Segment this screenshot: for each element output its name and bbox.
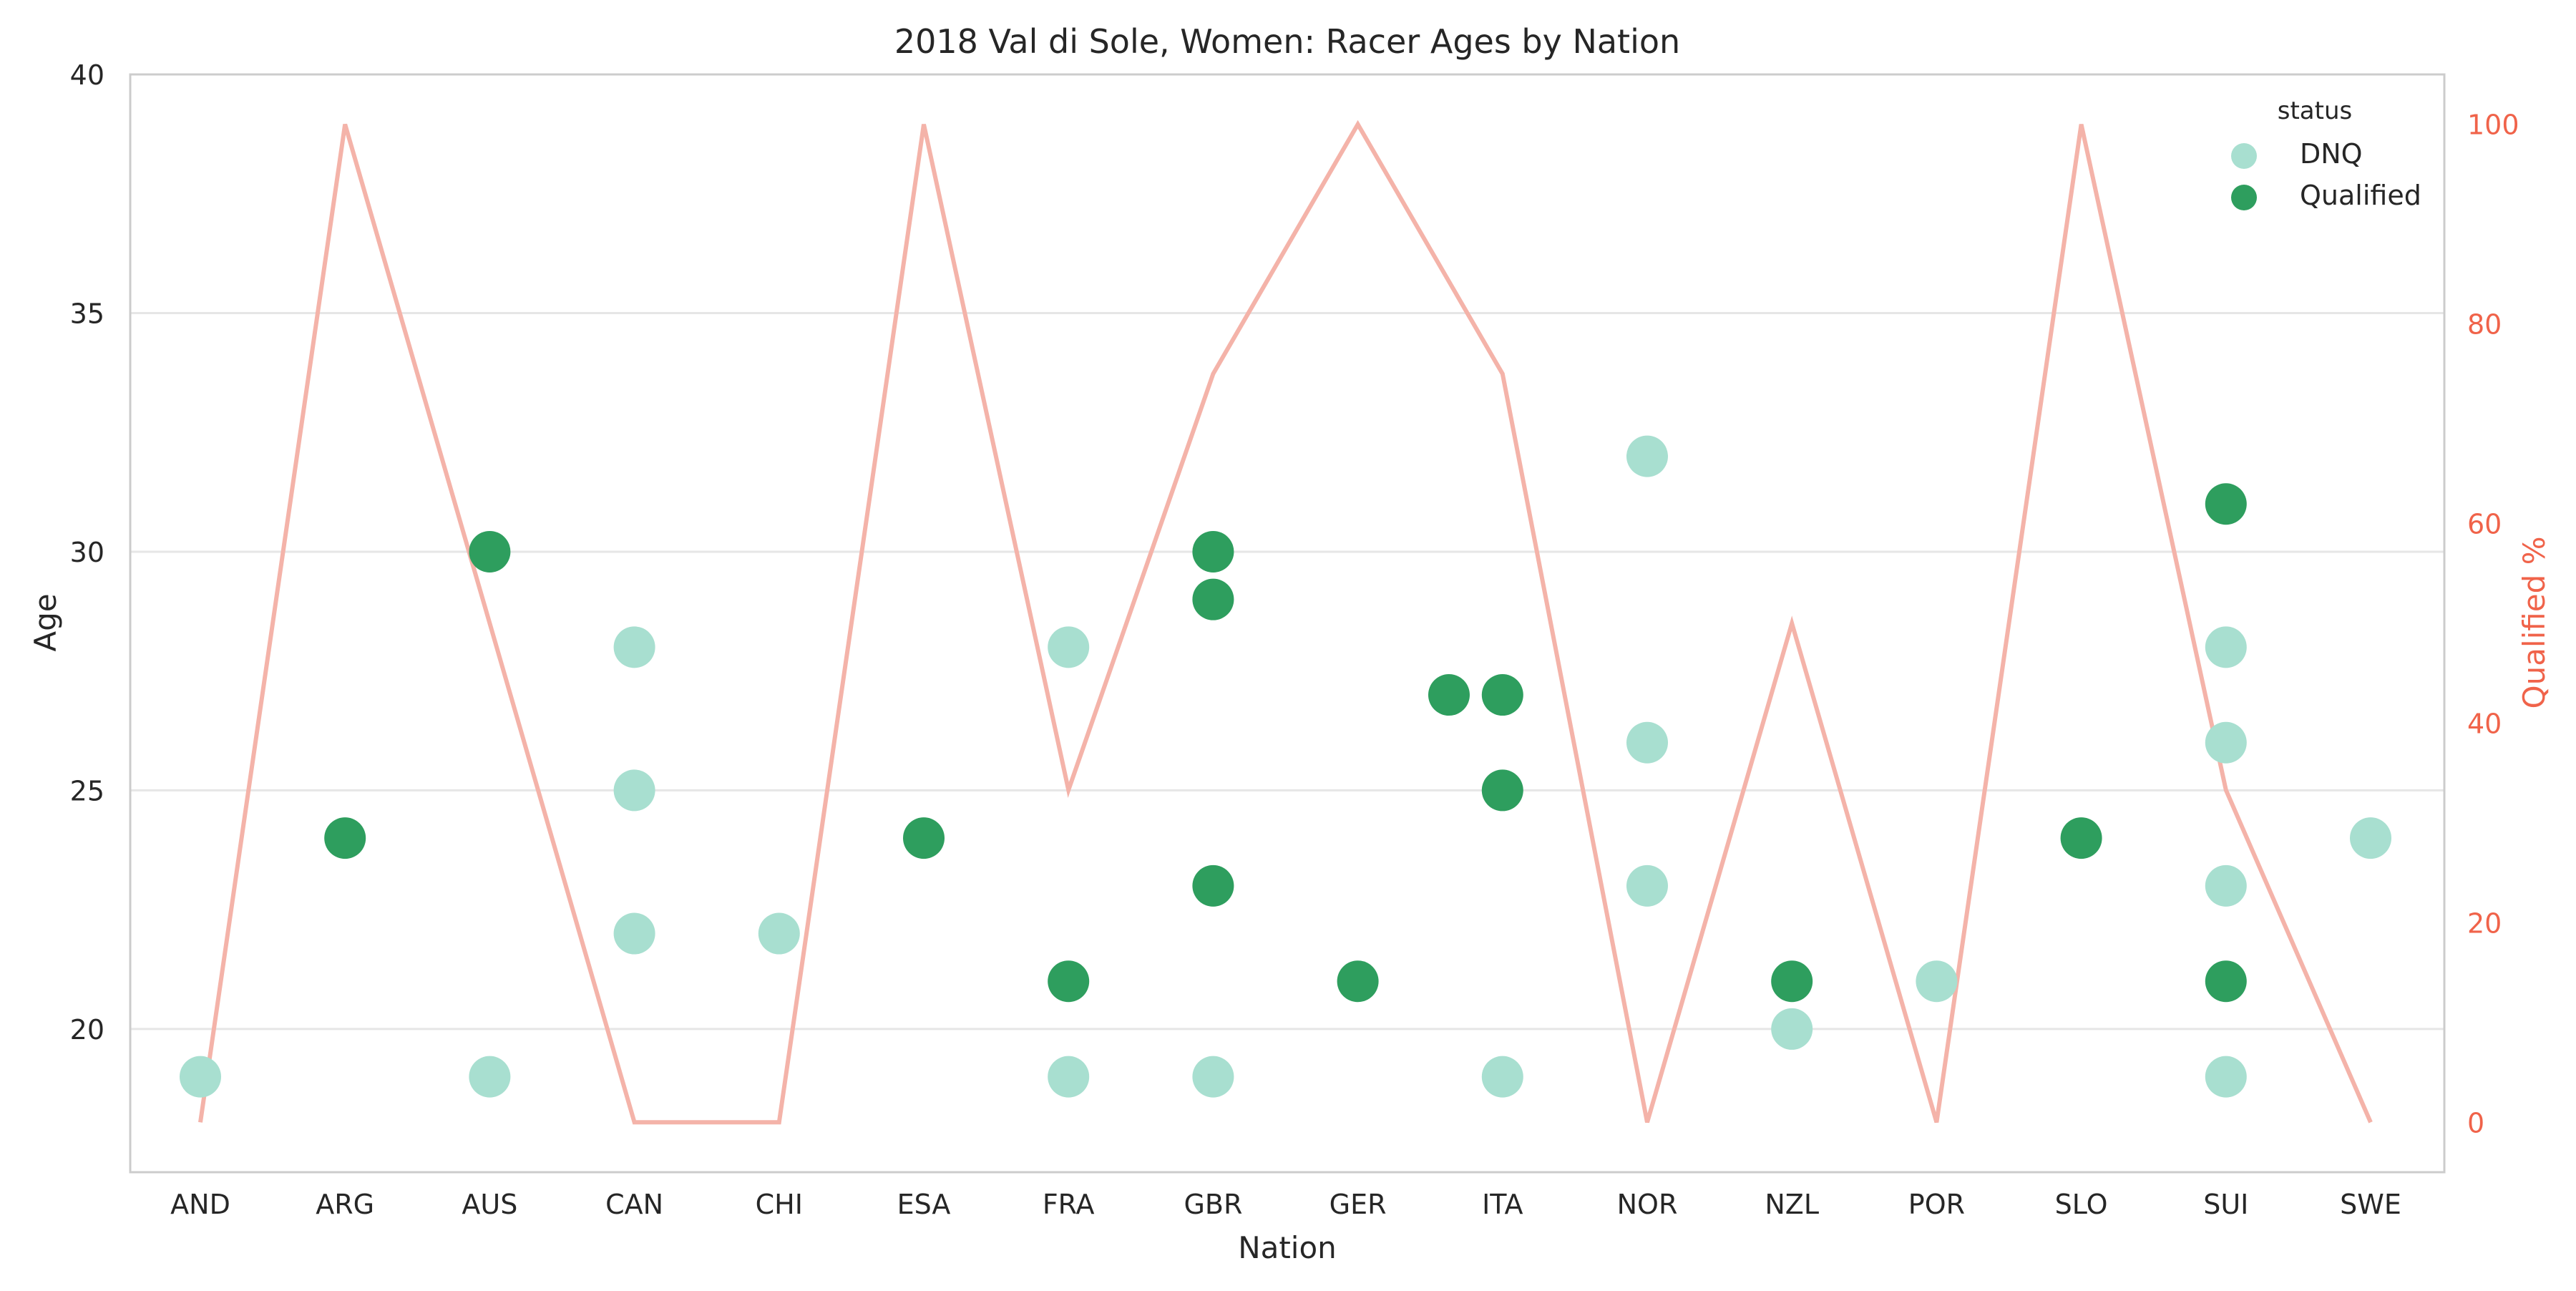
legend-label-dnq: DNQ bbox=[2300, 138, 2363, 170]
data-point bbox=[613, 769, 655, 812]
y2-tick-label: 100 bbox=[2467, 109, 2519, 141]
x-tick-label: CAN bbox=[605, 1189, 663, 1220]
data-point bbox=[1481, 1056, 1523, 1098]
data-point bbox=[1481, 769, 1523, 812]
data-point bbox=[1481, 674, 1523, 716]
data-point bbox=[1626, 864, 1668, 907]
x-tick-label: AUS bbox=[462, 1189, 517, 1220]
legend-marker-dnq bbox=[2231, 143, 2257, 169]
x-tick-label: NOR bbox=[1617, 1189, 1678, 1220]
data-point bbox=[2205, 483, 2247, 525]
y2-tick-label: 60 bbox=[2467, 509, 2502, 540]
data-point bbox=[1771, 960, 1813, 1003]
data-point bbox=[1337, 960, 1379, 1003]
data-point bbox=[2205, 721, 2247, 764]
y-axis-label: Age bbox=[28, 593, 63, 651]
y-tick-label: 20 bbox=[70, 1014, 104, 1046]
data-point bbox=[1192, 864, 1234, 907]
data-point bbox=[1192, 530, 1234, 573]
data-point bbox=[1048, 960, 1090, 1003]
x-tick-label: ITA bbox=[1482, 1189, 1523, 1220]
data-point bbox=[1428, 674, 1470, 716]
y-tick-label: 35 bbox=[70, 298, 104, 329]
y2-tick-label: 40 bbox=[2467, 708, 2502, 739]
data-point bbox=[2205, 864, 2247, 907]
plot-frame bbox=[129, 73, 2446, 1174]
y-tick-label: 40 bbox=[70, 59, 104, 91]
line-layer bbox=[198, 120, 2373, 1125]
data-point bbox=[1192, 1056, 1234, 1098]
data-point bbox=[1048, 626, 1090, 668]
data-point bbox=[1626, 435, 1668, 477]
x-tick-label: POR bbox=[1908, 1189, 1965, 1220]
data-point bbox=[469, 1056, 511, 1098]
data-point bbox=[2060, 817, 2102, 859]
x-axis-label: Nation bbox=[1238, 1230, 1337, 1265]
legend-title: status bbox=[2278, 97, 2352, 125]
data-point bbox=[2205, 626, 2247, 668]
x-tick-label: SWE bbox=[2340, 1189, 2401, 1220]
qualified-percent-line bbox=[198, 120, 2373, 1125]
x-tick-label: GER bbox=[1330, 1189, 1387, 1220]
y2-tick-label: 20 bbox=[2467, 907, 2502, 939]
x-tick-label: AND bbox=[170, 1189, 230, 1220]
x-tick-label: ESA bbox=[897, 1189, 951, 1220]
data-point bbox=[469, 530, 511, 573]
x-tick-label: FRA bbox=[1043, 1189, 1095, 1220]
legend-marker-qualified bbox=[2231, 185, 2257, 210]
x-tick-label: ARG bbox=[316, 1189, 374, 1220]
data-point bbox=[2205, 960, 2247, 1003]
data-point bbox=[324, 817, 366, 859]
y-tick-label: 30 bbox=[70, 537, 104, 568]
y-tick-label: 25 bbox=[70, 775, 104, 807]
data-point bbox=[2205, 1056, 2247, 1098]
data-point bbox=[758, 912, 800, 955]
x-tick-label: GBR bbox=[1184, 1189, 1242, 1220]
data-point bbox=[1771, 1008, 1813, 1050]
y2-tick-label: 80 bbox=[2467, 309, 2502, 341]
data-point bbox=[2350, 817, 2391, 859]
data-point bbox=[1192, 578, 1234, 620]
y2-tick-label: 0 bbox=[2467, 1107, 2484, 1139]
data-point bbox=[613, 912, 655, 955]
axis-layer: 20 25 30 35 40 0 20 40 60 80 100 AND ARG AUS CAN CHI ESA… bbox=[70, 59, 2519, 1220]
x-tick-label: SUI bbox=[2203, 1189, 2248, 1220]
x-tick-label: SLO bbox=[2055, 1189, 2108, 1220]
data-point bbox=[1916, 960, 1958, 1003]
legend-label-qualified: Qualified bbox=[2300, 180, 2421, 211]
chart-title: 2018 Val di Sole, Women: Racer Ages by N… bbox=[894, 22, 1680, 61]
data-point bbox=[903, 817, 945, 859]
x-tick-label: CHI bbox=[756, 1189, 803, 1220]
data-point bbox=[180, 1056, 221, 1098]
y2-axis-label: Qualified % bbox=[2517, 537, 2552, 709]
x-tick-label: NZL bbox=[1765, 1189, 1819, 1220]
point-layer bbox=[180, 435, 2391, 1098]
legend: status DNQ Qualified bbox=[2231, 97, 2421, 211]
data-point bbox=[613, 626, 655, 668]
data-point bbox=[1626, 721, 1668, 764]
data-point bbox=[1048, 1056, 1090, 1098]
